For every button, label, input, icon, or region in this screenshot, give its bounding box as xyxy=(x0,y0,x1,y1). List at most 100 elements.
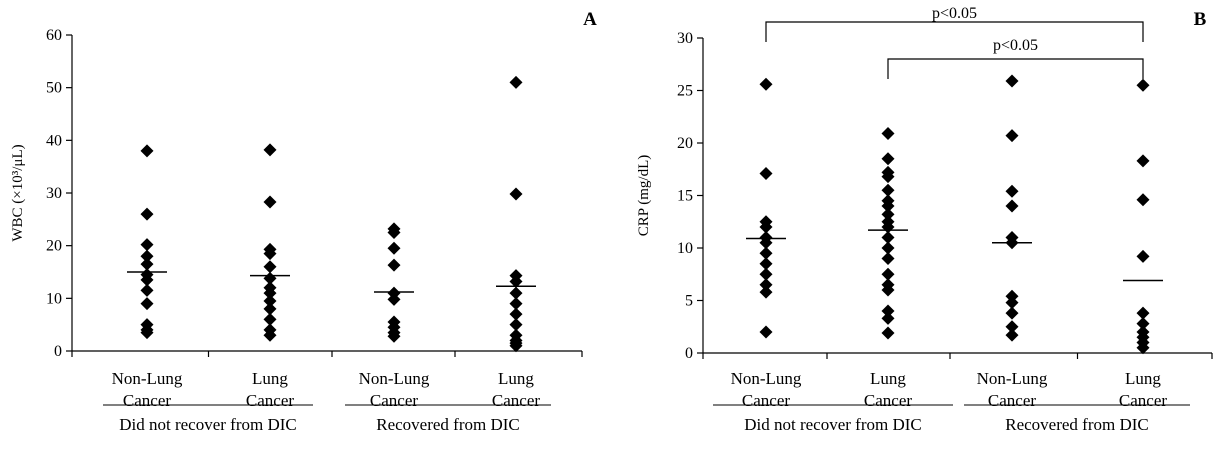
chart1-group-label-0: Did not recover from DIC xyxy=(119,415,297,434)
chart2-category-label-3-line1: Lung xyxy=(1125,369,1161,388)
chart1-category-label-2-line1: Non-Lung xyxy=(359,369,430,388)
chart1-point-s0-7 xyxy=(140,283,154,297)
chart1-point-s3-3 xyxy=(509,274,523,288)
chart1-category-label-3-line1: Lung xyxy=(498,369,534,388)
chart2-point-s1-3 xyxy=(881,170,895,184)
chart2-point-s2-10 xyxy=(1005,328,1019,342)
chart2-point-s1-15 xyxy=(881,283,895,297)
chart1-y-axis-label: WBC (×10³/μL) xyxy=(10,144,26,241)
chart1-point-s0-4 xyxy=(140,257,154,271)
chart1-y-tick-label-2: 20 xyxy=(46,238,62,255)
chart1-point-s0-6 xyxy=(140,273,154,287)
chart1-category-label-1-line2: Cancer xyxy=(246,391,294,410)
chart2-point-s0-6 xyxy=(759,246,773,260)
chart1-point-s1-10 xyxy=(263,312,277,326)
chart2-y-tick-label-6: 30 xyxy=(677,30,693,47)
chart2-category-label-0-line1: Non-Lung xyxy=(731,369,802,388)
chart2-significance-bracket-1 xyxy=(887,58,1144,79)
chart1-category-label-2-line2: Cancer xyxy=(370,391,418,410)
chart2-group-label-0: Did not recover from DIC xyxy=(744,415,922,434)
chart2-point-s1-12 xyxy=(881,252,895,265)
chart2-point-s0-11 xyxy=(759,325,773,339)
chart2-category-label-2-line2: Cancer xyxy=(988,391,1036,410)
chart1-point-s3-0 xyxy=(509,75,523,89)
chart2-point-s0-1 xyxy=(759,166,773,180)
chart2-point-s2-9 xyxy=(1005,320,1019,334)
chart1-point-s0-11 xyxy=(140,326,154,340)
chart2-significance-label-1: p<0.05 xyxy=(993,37,1038,54)
chart1-point-s3-11 xyxy=(509,339,523,353)
chart1-y-tick-label-5: 50 xyxy=(46,80,62,97)
chart2-point-s0-7 xyxy=(759,257,773,271)
chart2-point-s1-18 xyxy=(881,326,895,340)
chart1-point-s2-3 xyxy=(387,258,401,272)
chart1-category-label-1-line1: Lung xyxy=(252,369,288,388)
chart1-point-s1-9 xyxy=(263,302,277,316)
chart2-panel-label: B xyxy=(1194,9,1207,30)
chart1-panel-label: A xyxy=(583,9,597,30)
chart1-point-s1-4 xyxy=(263,260,277,274)
chart2-point-s1-17 xyxy=(881,311,895,325)
chart2-point-s3-5 xyxy=(1136,317,1150,331)
chart2-point-s0-10 xyxy=(759,285,773,299)
chart2-point-s3-0 xyxy=(1136,78,1150,92)
chart2-point-s1-16 xyxy=(881,304,895,318)
chart2-point-s0-5 xyxy=(759,236,773,250)
chart1-point-s1-7 xyxy=(263,286,277,300)
chart1-point-s3-6 xyxy=(509,307,523,321)
chart1-point-s3-5 xyxy=(509,297,523,311)
chart1-category-label-0-line2: Cancer xyxy=(123,391,171,410)
chart1-y-tick-label-1: 10 xyxy=(46,290,62,307)
chart1-point-s1-0 xyxy=(263,143,277,157)
chart2-y-tick-label-3: 15 xyxy=(677,188,693,205)
chart1-point-s2-2 xyxy=(387,241,401,255)
chart1-point-s1-8 xyxy=(263,294,277,308)
chart2-point-s2-7 xyxy=(1005,296,1019,310)
chart1-point-s0-3 xyxy=(140,249,154,263)
chart1-y-tick-label-6: 60 xyxy=(46,27,62,44)
chart1-y-tick-label-3: 30 xyxy=(46,185,62,202)
chart2-point-s0-8 xyxy=(759,267,773,281)
chart1-point-s1-12 xyxy=(263,328,277,342)
chart2-point-s2-2 xyxy=(1005,184,1019,198)
chart2-point-s2-0 xyxy=(1005,74,1019,88)
chart2-point-s1-7 xyxy=(881,207,895,221)
chart2-point-s3-4 xyxy=(1136,306,1150,320)
chart2-point-s1-13 xyxy=(881,267,895,281)
chart1-point-s3-7 xyxy=(509,318,523,332)
chart2-category-label-3-line2: Cancer xyxy=(1119,391,1167,410)
chart1-point-s1-1 xyxy=(263,195,277,209)
chart2-point-s3-2 xyxy=(1136,193,1150,207)
chart2-significance-label-0: p<0.05 xyxy=(932,5,977,22)
chart1-point-s1-3 xyxy=(263,247,277,261)
chart1-point-s2-1 xyxy=(387,226,401,239)
chart2-y-tick-label-2: 10 xyxy=(677,240,693,257)
chart1-point-s0-1 xyxy=(140,207,154,221)
chart1-point-s2-5 xyxy=(387,292,401,306)
chart1-y-tick-label-4: 40 xyxy=(46,132,62,149)
chart1-point-s2-9 xyxy=(387,329,401,343)
chart1-point-s3-4 xyxy=(509,286,523,300)
chart2-point-s1-4 xyxy=(881,183,895,197)
chart2-point-s3-9 xyxy=(1136,341,1150,355)
chart2-point-s1-11 xyxy=(881,241,895,255)
chart2-point-s2-8 xyxy=(1005,306,1019,320)
chart2-significance-bracket-0 xyxy=(765,21,1144,42)
chart2-point-s2-3 xyxy=(1005,199,1019,213)
chart2-category-label-0-line2: Cancer xyxy=(742,391,790,410)
chart2-y-tick-label-0: 0 xyxy=(685,345,693,362)
chart2-point-s3-1 xyxy=(1136,154,1150,168)
chart2-point-s1-10 xyxy=(881,231,895,244)
chart2-point-s0-9 xyxy=(759,278,773,292)
chart1-point-s0-2 xyxy=(140,238,154,252)
chart2-point-s3-3 xyxy=(1136,249,1150,263)
chart2-y-axis-label: CRP (mg/dL) xyxy=(636,155,652,237)
chart2-category-label-2-line1: Non-Lung xyxy=(977,369,1048,388)
chart2-point-s1-6 xyxy=(881,199,895,213)
chart2-group-label-1: Recovered from DIC xyxy=(1005,415,1149,434)
chart1-y-tick-label-0: 0 xyxy=(54,343,62,360)
chart1-category-label-3-line2: Cancer xyxy=(492,391,540,410)
chart1-point-s0-0 xyxy=(140,144,154,158)
chart2-point-s2-1 xyxy=(1005,129,1019,143)
